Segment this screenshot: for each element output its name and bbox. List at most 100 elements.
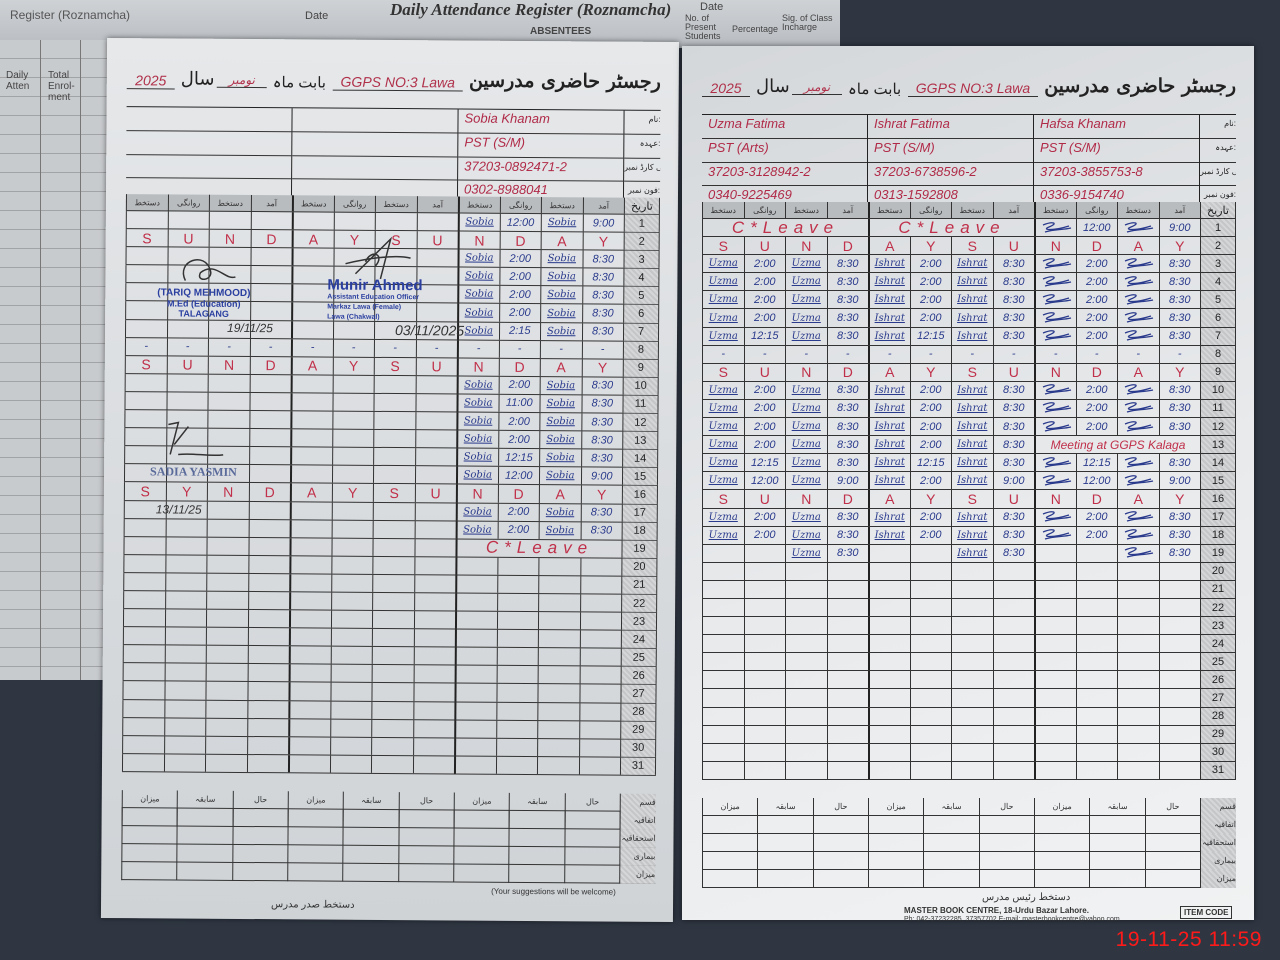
- signature-cell: [373, 375, 416, 394]
- arrival-time: [1158, 580, 1201, 598]
- sunday-letter: U: [416, 231, 458, 249]
- signature-cell: Sobia: [538, 467, 581, 485]
- signature-cell: [373, 430, 415, 448]
- attendance-row: 21: [702, 580, 1236, 599]
- attendance-row: ------------8: [702, 345, 1236, 364]
- scribble-signature-icon: [1042, 384, 1071, 396]
- arrival-time: [826, 761, 869, 779]
- sunday-letter: A: [291, 230, 334, 248]
- signature-cell: [371, 647, 414, 665]
- arrival-time: [414, 448, 457, 466]
- summary-cell: [702, 816, 757, 834]
- arrival-time: [1158, 707, 1201, 725]
- departure-time: 12:00: [743, 472, 786, 490]
- bg-register-title: Daily Attendance Register (Roznamcha): [390, 0, 672, 19]
- departure-time: -: [909, 345, 952, 363]
- summary-cell: [757, 834, 812, 852]
- summary-cell: [812, 816, 868, 834]
- summary-cell: [1033, 852, 1089, 870]
- info-label: نام:: [1200, 115, 1236, 139]
- summary-cell: [232, 826, 288, 846]
- signature-cell: [1034, 725, 1076, 743]
- summary-row-label: اتفاقیہ: [1199, 816, 1236, 834]
- stamp-tariq-mehmood: (TARIQ MEHMOOD) M.Ed (Education) TALAGAN…: [157, 287, 250, 319]
- date-cell: 1: [623, 214, 660, 232]
- arrival-time: [1158, 635, 1201, 653]
- summary-row: میزان: [121, 862, 656, 884]
- summary-cell: [564, 829, 620, 848]
- signature-cell: [1117, 598, 1159, 617]
- signature-cell: Sobia: [455, 521, 498, 539]
- departure-time: [909, 653, 952, 671]
- column-header: آمد: [250, 195, 292, 212]
- date-cell: 19: [1200, 544, 1236, 562]
- departure-time: [496, 611, 539, 630]
- stamp-place: TALAGANG: [178, 308, 229, 319]
- signature-cell: [287, 755, 330, 773]
- teacher-column: Hafsa Khanam PST (S/M) 37203-3855753-8 0336…: [1034, 115, 1200, 210]
- signature-cell: [537, 738, 579, 757]
- signature-cell: Uzma: [702, 418, 744, 436]
- summary-row-label: بیماری: [619, 847, 656, 866]
- departure-time: 2:00: [743, 381, 786, 399]
- summary-cell: [287, 827, 343, 846]
- arrival-time: -: [826, 345, 869, 363]
- sunday-letter: U: [743, 490, 786, 508]
- signature-cell: Sobia: [540, 268, 582, 286]
- departure-time: [743, 653, 786, 671]
- summary-cell: [342, 845, 399, 865]
- teacher-designation: PST (S/M): [868, 139, 1033, 163]
- arrival-time: 8:30: [1158, 454, 1201, 472]
- month-label: بابت ماہ: [272, 74, 327, 92]
- summary-cell: [1089, 816, 1144, 834]
- arrival-time: [412, 683, 455, 701]
- headmaster-sign-label: دستخط صدر مدرس: [270, 899, 355, 911]
- signature-cell: [122, 609, 165, 627]
- school-name: GGPS NO:3 Lawa: [332, 73, 463, 92]
- signature-cell: [785, 562, 827, 580]
- sunday-letter: Y: [331, 483, 373, 502]
- signature-cell: [291, 248, 334, 266]
- departure-time: [909, 743, 952, 761]
- sunday-letter: N: [206, 483, 249, 501]
- summary-cell: [1033, 816, 1089, 834]
- signature-cell: [373, 393, 416, 412]
- signature-cell: [537, 702, 579, 720]
- date-cell: 8: [622, 341, 659, 359]
- stamp-markaz: Markaz Lawa (Female): [327, 303, 402, 312]
- sunday-letter: U: [992, 490, 1035, 508]
- arrival-time: [579, 594, 622, 612]
- summary-cell: [867, 852, 923, 870]
- departure-time: 2:00: [909, 309, 952, 327]
- attendance-row: Uzma 12:15 Uzma 8:30 Ishrat 12:15 Ishrat 8:30 12…: [702, 454, 1236, 473]
- arrival-time: [249, 284, 292, 302]
- arrival-time: 8:30: [992, 255, 1035, 273]
- leave-summary: میزان سابقہ حال میزان سابقہ حال میزان سابقہ حال ق…: [121, 790, 656, 884]
- departure-time: [495, 684, 538, 702]
- arrival-time: 8:30: [992, 544, 1035, 562]
- arrival-time: [414, 466, 457, 484]
- signature-cell: [454, 611, 497, 629]
- date-cell: 9: [1200, 363, 1236, 381]
- sunday-letter: D: [497, 485, 539, 503]
- date-cell: 7: [1200, 327, 1236, 345]
- signature-cell: Sobia: [540, 286, 582, 304]
- column-header: دستخط: [868, 202, 910, 218]
- departure-time: 2:00: [909, 472, 952, 490]
- arrival-time: [1158, 617, 1201, 635]
- teacher-designation: PST (S/M): [458, 133, 624, 159]
- signature-cell: [208, 211, 251, 230]
- signature-cell: [1034, 707, 1076, 725]
- signature-munir-icon: [345, 236, 411, 280]
- signature-cell: Ishrat: [951, 273, 993, 291]
- departure-time: [743, 544, 786, 562]
- departure-time: 2:00: [497, 430, 540, 449]
- signature-cell: [206, 573, 248, 591]
- signature-cell: [290, 375, 333, 393]
- signature-cell: [1034, 309, 1076, 327]
- sunday-letter: S: [702, 237, 744, 255]
- signature-cell: Uzma: [785, 418, 827, 436]
- signature-cell: [1034, 381, 1076, 399]
- arrival-time: [1158, 743, 1201, 761]
- year-value: 2025: [126, 72, 175, 90]
